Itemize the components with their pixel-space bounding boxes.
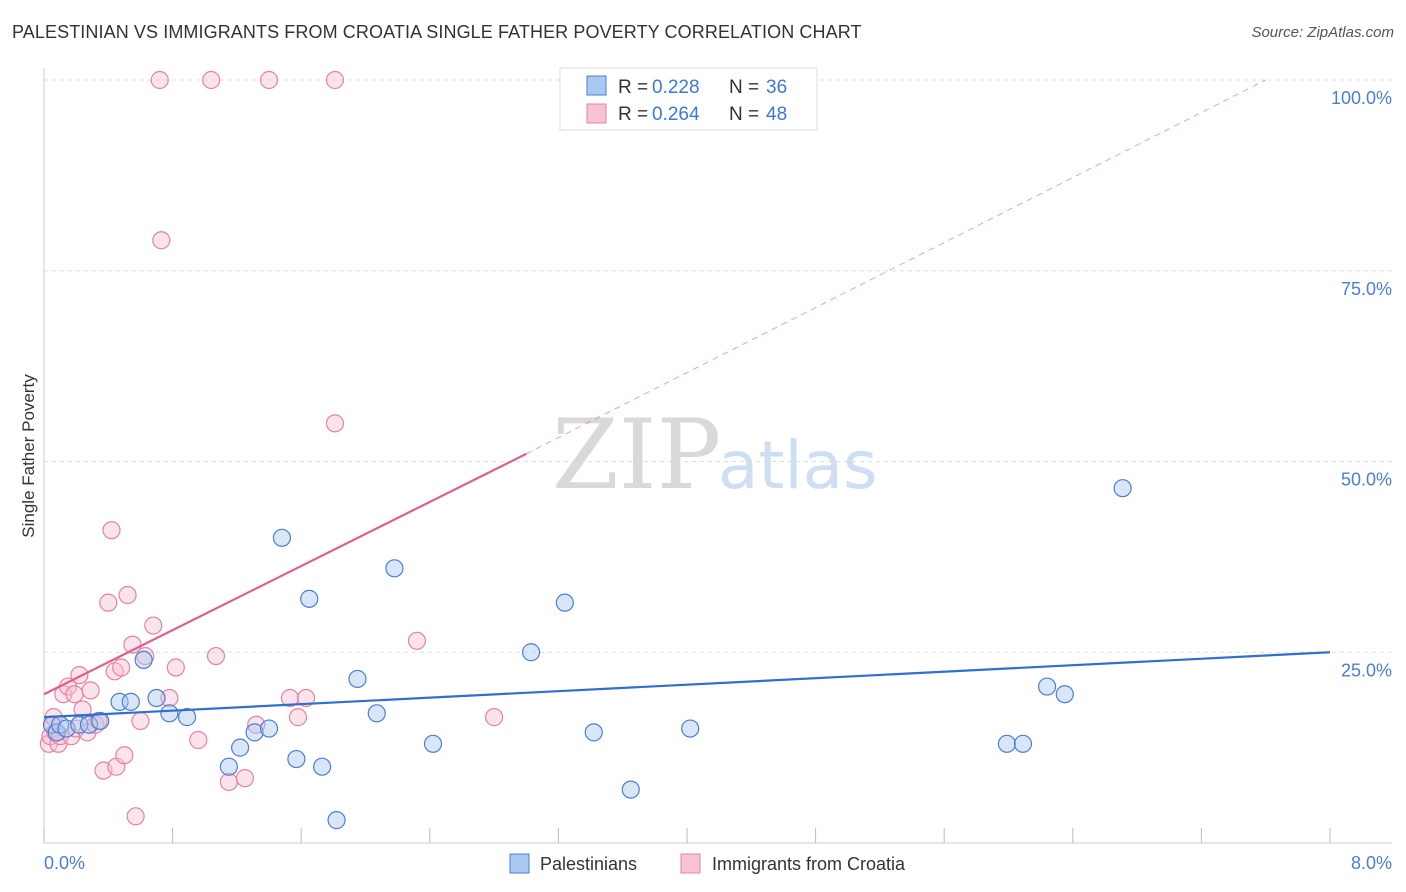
croatia-point (115, 746, 134, 765)
croatia-point (202, 70, 221, 90)
croatia-point (150, 70, 169, 90)
palestinian-point (1037, 677, 1057, 696)
y-tick-label: 25.0% (1341, 660, 1392, 680)
palestinian-point (1013, 734, 1033, 753)
palestinian-point (1113, 479, 1132, 498)
legend-r-value: 0.228 (652, 77, 700, 98)
legend-n-label: N = (729, 104, 759, 125)
croatia-point (485, 708, 504, 727)
palestinian-point (367, 704, 386, 723)
palestinian-point (259, 719, 279, 738)
bottom-legend-swatch-croatia (680, 853, 701, 874)
palestinian-point (147, 688, 166, 708)
y-tick-label: 50.0% (1341, 470, 1392, 490)
series-palestinians-points (42, 479, 1132, 830)
legend: R = 0.228 N = 36 R = 0.264 N = 48 (559, 67, 818, 131)
palestinian-point (91, 711, 110, 731)
series-croatia-points (39, 70, 504, 826)
palestinian-point (555, 593, 574, 612)
y-axis-label: Single Father Poverty (19, 374, 38, 538)
palestinian-point (327, 811, 346, 830)
palestinian-point (385, 559, 404, 578)
croatia-point (259, 70, 279, 90)
croatia-point (131, 711, 150, 731)
trend-line-palestinians (43, 651, 1331, 719)
palestinian-point (584, 723, 603, 742)
legend-swatch-croatia (586, 103, 607, 124)
palestinian-point (177, 708, 197, 727)
bottom-legend-croatia: Immigrants from Croatia (712, 854, 906, 874)
croatia-point (152, 231, 171, 250)
croatia-point (144, 616, 163, 635)
palestinian-point (521, 643, 541, 662)
palestinian-point (621, 780, 640, 799)
x-tick-labels: 0.0% 8.0% (44, 853, 1392, 873)
palestinian-point (423, 734, 443, 753)
trend-line-croatia (43, 452, 527, 696)
y-tick-label: 75.0% (1341, 279, 1392, 299)
croatia-point (81, 681, 100, 700)
palestinian-point (121, 692, 140, 711)
palestinian-point (245, 723, 264, 742)
bottom-legend-palestinians: Palestinians (540, 854, 637, 874)
palestinian-point (300, 589, 319, 608)
legend-swatch-palestinians (586, 75, 607, 96)
palestinian-point (348, 669, 367, 689)
palestinian-point (312, 757, 332, 776)
legend-n-value: 36 (766, 77, 787, 98)
legend-n-label: N = (729, 77, 759, 98)
croatia-point (219, 772, 238, 792)
chart-title: PALESTINIAN VS IMMIGRANTS FROM CROATIA S… (12, 22, 862, 42)
x-tick-label-min: 0.0% (44, 853, 85, 873)
palestinian-point (681, 719, 700, 738)
croatia-point (118, 585, 137, 605)
palestinian-point (272, 528, 292, 547)
croatia-point (206, 646, 226, 666)
bottom-legend-swatch-palestinians (509, 853, 530, 874)
bottom-legend: Palestinians Immigrants from Croatia (509, 853, 906, 874)
croatia-point (112, 658, 131, 677)
croatia-point (160, 688, 179, 708)
x-tick-label-max: 8.0% (1351, 853, 1392, 873)
legend-r-label: R = (618, 77, 648, 98)
y-tick-label: 100.0% (1331, 88, 1392, 108)
palestinian-point (231, 738, 250, 757)
palestinian-point (287, 749, 306, 769)
grid-lines (44, 79, 1392, 653)
croatia-point (166, 658, 185, 677)
watermark-atlas: atlas (718, 427, 878, 504)
croatia-point (235, 769, 255, 788)
croatia-point (288, 708, 308, 727)
legend-r-label: R = (618, 104, 648, 125)
croatia-point (296, 688, 316, 708)
croatia-point (280, 688, 300, 708)
legend-r-value: 0.264 (652, 104, 700, 125)
croatia-point (325, 414, 345, 433)
palestinian-point (219, 757, 238, 776)
palestinian-point (79, 715, 99, 734)
legend-n-value: 48 (766, 104, 787, 125)
croatia-point (65, 685, 84, 704)
palestinian-point (160, 704, 179, 723)
croatia-point (73, 700, 92, 719)
croatia-point (99, 593, 118, 612)
trend-lines (43, 79, 1331, 719)
trend-line-croatia-extension (526, 79, 1266, 455)
croatia-point (407, 631, 427, 650)
croatia-point (102, 521, 121, 540)
croatia-point (189, 730, 208, 750)
palestinian-point (134, 650, 153, 669)
chart-source: Source: ZipAtlas.com (1251, 24, 1394, 41)
croatia-point (126, 807, 145, 826)
palestinian-point (997, 734, 1016, 753)
y-tick-labels: 25.0% 50.0% 75.0% 100.0% (1331, 88, 1392, 680)
croatia-point (325, 70, 345, 90)
croatia-point (70, 666, 89, 685)
palestinian-point (1055, 685, 1074, 704)
axes (43, 68, 1392, 844)
watermark-zip: ZIP (552, 399, 721, 511)
